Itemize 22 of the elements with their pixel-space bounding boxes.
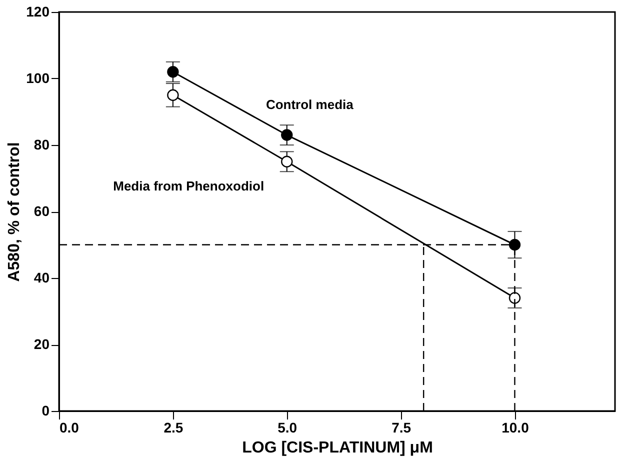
- point: [508, 292, 521, 304]
- x-tick-label: 7.5: [392, 420, 412, 436]
- y-tick-label: 20: [34, 336, 50, 352]
- y-tick-label: 120: [26, 4, 50, 20]
- x-tick-label: 10.0: [502, 420, 530, 436]
- point: [167, 66, 179, 78]
- y-tick-label: 100: [26, 70, 50, 86]
- y-axis-title: A580, % of control: [6, 142, 24, 282]
- point: [281, 156, 293, 168]
- x-tick-label: 2.5: [164, 420, 184, 436]
- y-tick-label: 0: [42, 402, 50, 418]
- y-tick-label: 80: [34, 136, 50, 152]
- point: [281, 129, 293, 141]
- x-axis-title: LOG [CIS-PLATINUM] μM: [242, 440, 433, 456]
- series-label: Control media: [266, 97, 354, 112]
- x-tick-label: 0.0: [60, 420, 80, 436]
- point: [167, 89, 179, 101]
- y-tick-label: 60: [34, 203, 50, 219]
- point: [508, 238, 521, 251]
- x-tick-label: 5.0: [278, 420, 298, 436]
- y-tick-label: 40: [34, 270, 50, 286]
- series-label: Media from Phenoxodiol: [113, 178, 264, 194]
